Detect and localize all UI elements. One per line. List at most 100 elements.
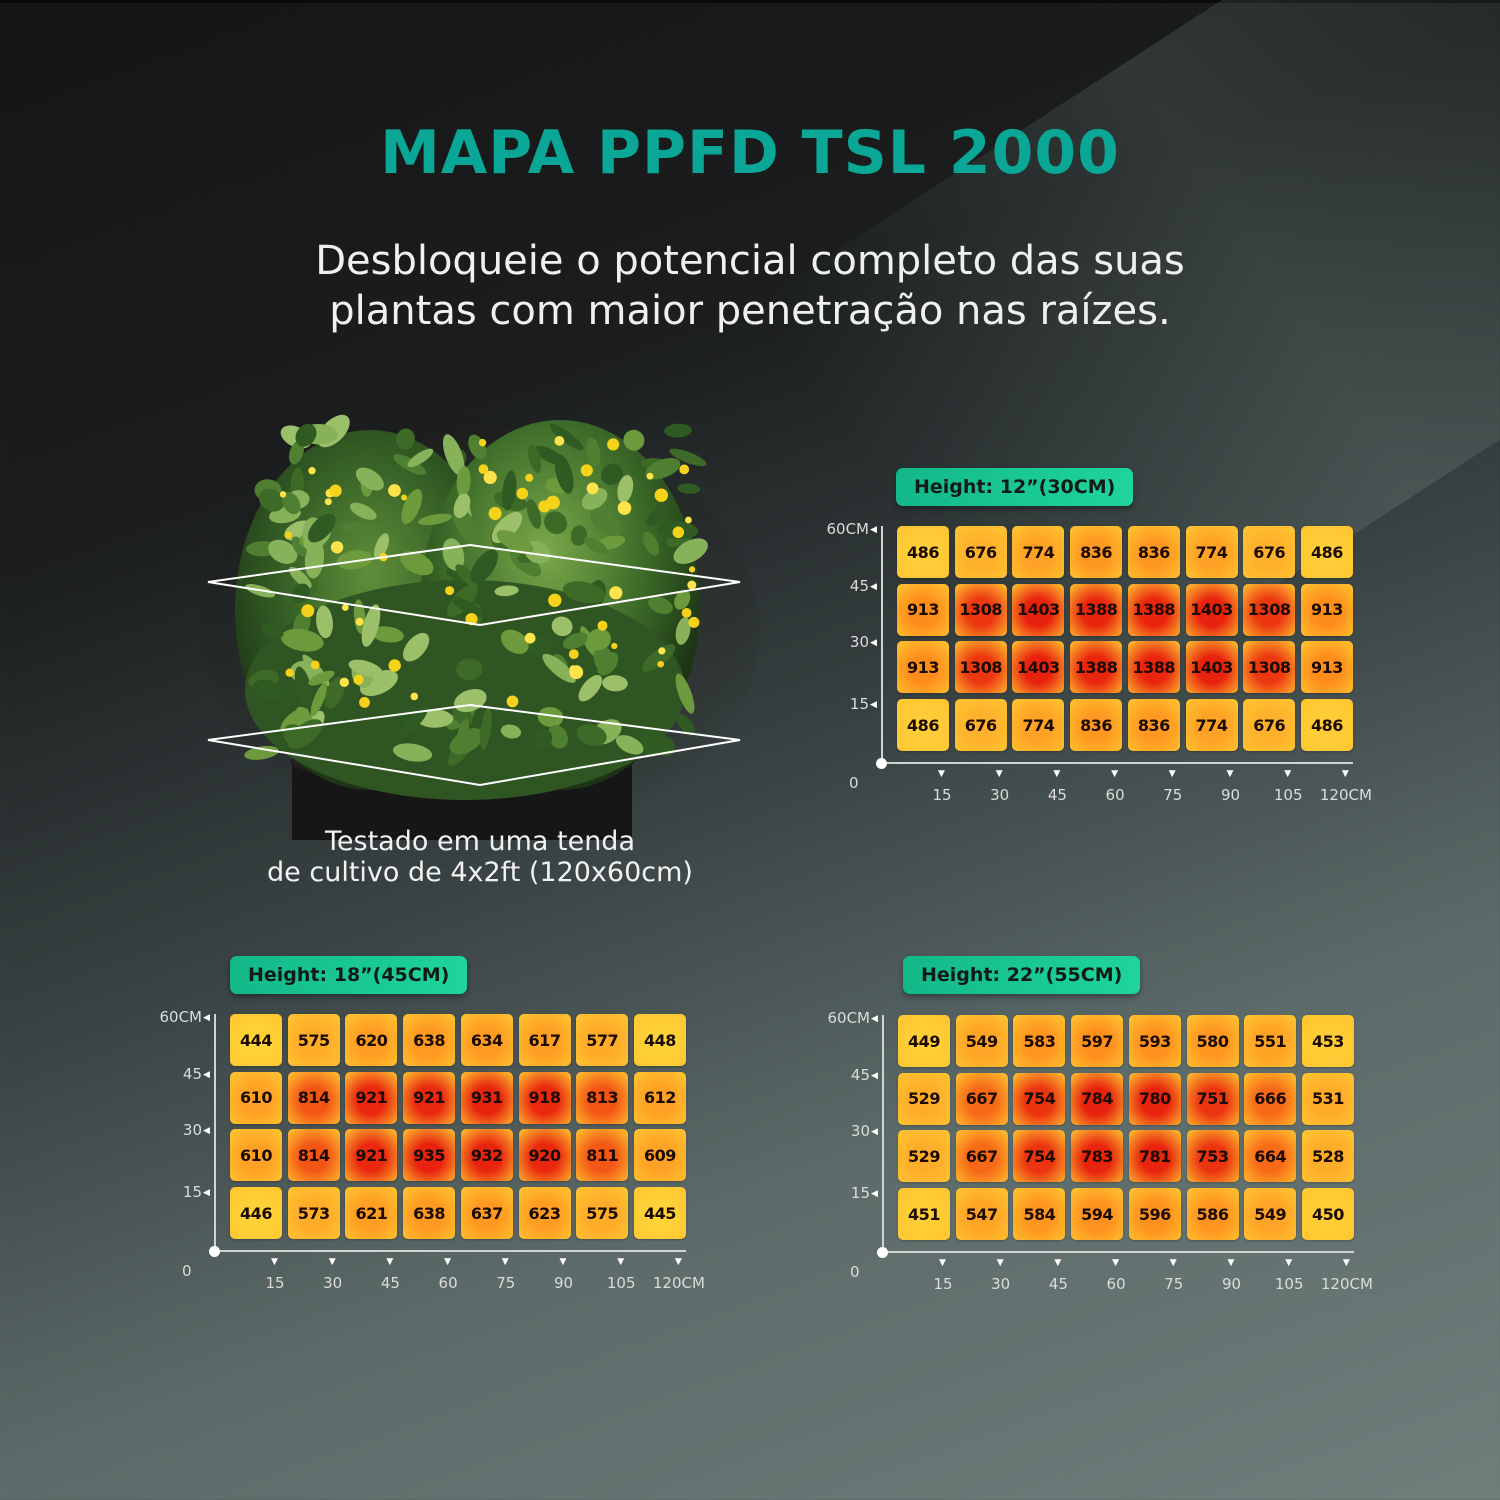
x-tick-label: 105	[1274, 1274, 1304, 1293]
heatmap-cell: 547	[955, 1188, 1008, 1241]
y-tick-label: 60CM	[159, 1008, 202, 1026]
x-tick-arrow: ▼	[444, 1256, 452, 1267]
flower	[646, 472, 654, 480]
leaf	[602, 675, 628, 692]
heatmap-cell: 814	[287, 1071, 340, 1124]
flower	[689, 566, 696, 573]
leaf	[576, 724, 607, 746]
x-tick-arrow: ▼	[617, 1256, 625, 1267]
flower	[524, 632, 536, 644]
leaf	[392, 743, 433, 762]
x-tick-label: 120CM	[1320, 1274, 1373, 1293]
flower	[488, 507, 502, 520]
y-tick-arrow: ◀	[870, 582, 877, 592]
leaf	[549, 423, 584, 451]
heatmap-cell: 666	[1244, 1072, 1297, 1125]
leaf	[261, 623, 284, 639]
heatmap-cell: 920	[518, 1129, 571, 1182]
leaf	[593, 646, 613, 672]
leaf	[500, 724, 521, 739]
heatmap-cell: 921	[403, 1071, 456, 1124]
heatmap-cell: 1403	[1012, 641, 1065, 694]
y-axis-line	[214, 1014, 216, 1250]
flower	[685, 516, 692, 524]
flower	[308, 467, 316, 475]
leaf	[586, 437, 601, 467]
x-tick-label: 75	[496, 1273, 516, 1292]
leaf	[341, 521, 381, 534]
caption-line-1: Testado em uma tenda	[325, 826, 635, 857]
x-tick-arrow: ▼	[939, 1257, 946, 1268]
heatmap-cell: 667	[955, 1130, 1008, 1183]
y-tick-label: 15	[182, 1183, 202, 1201]
heatmap-cell: 753	[1186, 1130, 1239, 1183]
flower	[568, 649, 579, 659]
flower	[353, 674, 364, 685]
leaf-cluster	[244, 414, 708, 767]
leaf	[641, 644, 676, 672]
x-tick-arrow: ▼	[1112, 1257, 1120, 1268]
leaf	[654, 735, 676, 757]
heatmap-cell: 754	[1013, 1072, 1066, 1125]
heatmap-cell: 836	[1070, 526, 1123, 578]
heatmap-cell: 931	[460, 1071, 513, 1124]
leaf	[403, 632, 430, 662]
heatmap-cell: 486	[897, 699, 949, 752]
heatmap-cell: 836	[1127, 526, 1180, 578]
leaf	[645, 457, 681, 480]
flower	[388, 484, 401, 497]
flower	[525, 473, 534, 482]
x-tick-arrow: ▼	[1226, 768, 1234, 779]
heatmap-cell: 444	[230, 1014, 282, 1066]
leaf	[456, 465, 471, 498]
flower	[388, 659, 401, 672]
heatmap-cell: 935	[403, 1129, 456, 1182]
x-tick-label: 15	[933, 1274, 953, 1293]
leaf	[252, 679, 283, 700]
x-tick-label: 120CM	[652, 1273, 705, 1292]
heatmap-cell: 774	[1185, 699, 1238, 752]
flower	[341, 604, 349, 611]
origin-dot	[209, 1245, 220, 1257]
heatmap-cell: 1308	[954, 641, 1007, 694]
leaf	[282, 492, 301, 515]
heatmap-cell: 446	[230, 1187, 282, 1240]
heatmap-cell: 612	[633, 1071, 686, 1124]
flower	[410, 692, 419, 701]
leaf	[526, 499, 542, 529]
heatmap-cell: 1388	[1070, 641, 1123, 694]
flower	[279, 491, 287, 498]
flower	[330, 541, 344, 554]
leaf	[401, 488, 423, 525]
heatmap-cell: 913	[897, 641, 949, 694]
flower	[681, 608, 692, 618]
x-tick-label: 90	[553, 1273, 574, 1292]
x-tick-arrow: ▼	[1342, 1257, 1350, 1268]
leaf	[374, 533, 389, 560]
plant-image	[200, 414, 760, 840]
heatmap-cell: 836	[1127, 699, 1180, 752]
x-tick-arrow: ▼	[995, 768, 1003, 779]
leaf	[418, 513, 452, 526]
flower	[301, 604, 315, 618]
y-tick-label: 30	[182, 1121, 202, 1139]
heatmap-cell: 573	[287, 1187, 340, 1240]
origin-label: 0	[849, 773, 859, 792]
flower	[478, 438, 487, 447]
flower	[359, 697, 370, 708]
flower	[609, 586, 623, 600]
heatmap-cell: 676	[954, 699, 1007, 752]
heatmap-cell: 449	[898, 1015, 950, 1067]
x-axis-line	[214, 1249, 686, 1252]
flower	[506, 695, 519, 708]
x-tick-label: 30	[991, 1274, 1011, 1293]
flower	[607, 438, 620, 451]
flower	[324, 498, 332, 506]
leaf	[647, 596, 673, 615]
leaf	[527, 444, 542, 473]
heatmap-cell: 445	[633, 1187, 686, 1240]
flower	[329, 484, 342, 497]
x-tick-label: 45	[380, 1273, 400, 1292]
y-tick-arrow: ◀	[871, 1127, 878, 1137]
origin-dot	[876, 757, 887, 769]
